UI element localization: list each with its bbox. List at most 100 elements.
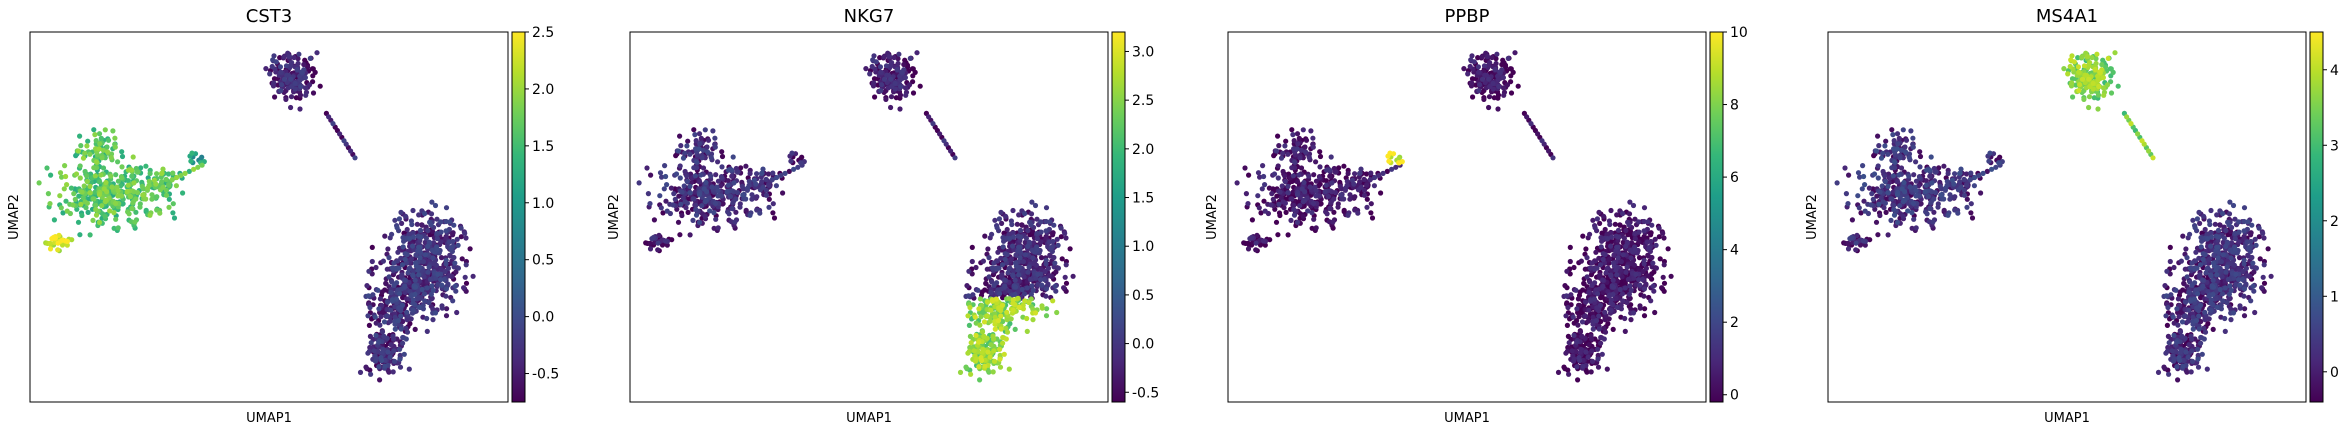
data-point xyxy=(1577,357,1583,364)
data-point xyxy=(971,348,977,354)
data-point xyxy=(64,182,70,188)
data-point xyxy=(782,170,788,176)
data-point xyxy=(965,293,972,299)
data-point xyxy=(1290,173,1296,179)
data-point xyxy=(1234,180,1240,186)
data-point xyxy=(867,71,873,77)
data-point xyxy=(288,62,294,68)
data-point xyxy=(684,178,690,185)
data-point xyxy=(104,144,110,150)
data-point xyxy=(977,296,984,302)
data-point xyxy=(1273,219,1280,225)
data-point xyxy=(647,201,653,207)
data-point xyxy=(2210,326,2216,332)
data-point xyxy=(662,163,668,169)
data-point xyxy=(390,333,396,339)
data-point xyxy=(1004,329,1011,335)
data-point xyxy=(773,183,780,189)
data-point xyxy=(409,221,415,228)
data-point xyxy=(1363,171,1370,177)
data-point xyxy=(434,216,440,222)
data-point xyxy=(988,289,994,296)
data-point xyxy=(417,234,423,240)
data-point xyxy=(1283,209,1289,215)
data-point xyxy=(1016,272,1022,278)
data-point xyxy=(881,76,888,82)
data-point xyxy=(83,205,89,211)
data-point xyxy=(1047,219,1053,225)
data-point xyxy=(715,188,721,194)
data-point xyxy=(751,177,758,183)
data-point xyxy=(894,66,900,73)
data-point xyxy=(798,160,804,166)
data-point xyxy=(1568,292,1574,298)
colorbar-tick-label: 3.0 xyxy=(1132,44,1154,60)
data-point xyxy=(985,246,991,252)
data-point xyxy=(119,201,126,207)
data-point xyxy=(757,210,763,216)
data-point xyxy=(903,92,909,98)
data-point xyxy=(1389,166,1395,172)
data-point xyxy=(693,212,700,218)
data-point xyxy=(143,207,149,213)
data-point xyxy=(684,200,691,206)
data-point xyxy=(1615,227,1622,233)
data-point xyxy=(435,281,441,288)
data-point xyxy=(1585,318,1591,324)
data-point xyxy=(387,354,393,360)
data-point xyxy=(988,342,994,348)
data-point xyxy=(710,128,716,134)
data-point xyxy=(382,233,388,239)
data-point xyxy=(391,260,397,266)
data-point xyxy=(1015,295,1021,301)
data-point xyxy=(173,183,179,189)
data-point xyxy=(1623,243,1629,249)
data-point xyxy=(1608,243,1614,249)
data-point xyxy=(1486,76,1492,82)
data-point xyxy=(712,144,718,150)
data-point xyxy=(365,293,372,299)
data-point xyxy=(1505,55,1511,62)
data-point xyxy=(998,209,1004,215)
data-point xyxy=(80,195,86,201)
data-point xyxy=(1575,296,1581,302)
data-point xyxy=(60,210,66,216)
data-point xyxy=(703,179,709,186)
data-point xyxy=(715,225,721,231)
data-point xyxy=(791,166,797,172)
data-point xyxy=(1291,206,1297,213)
data-point xyxy=(1601,213,1607,219)
data-point xyxy=(389,231,395,237)
colorbar xyxy=(1709,31,1724,403)
data-point xyxy=(1641,257,1647,263)
data-point xyxy=(1883,209,1889,215)
data-point xyxy=(1665,246,1671,252)
data-point xyxy=(96,131,103,137)
data-point xyxy=(1010,243,1016,249)
data-point xyxy=(677,232,683,238)
data-point xyxy=(64,242,70,248)
data-point xyxy=(684,143,690,149)
data-point xyxy=(1063,280,1070,286)
data-point xyxy=(1656,225,1662,231)
data-point xyxy=(663,173,669,180)
data-point xyxy=(75,148,82,154)
data-point xyxy=(1648,298,1654,304)
data-point xyxy=(696,191,703,198)
data-point xyxy=(1002,277,1008,283)
plot-frame xyxy=(629,31,1109,403)
data-point xyxy=(987,354,993,360)
data-point xyxy=(707,208,713,214)
data-point xyxy=(1598,340,1604,346)
data-point xyxy=(990,369,996,375)
data-point xyxy=(1273,148,1280,154)
data-point xyxy=(398,209,404,215)
data-point xyxy=(82,150,88,156)
data-point xyxy=(883,63,890,69)
data-point xyxy=(395,318,402,324)
data-point xyxy=(952,155,958,161)
data-point xyxy=(1297,155,1303,161)
data-point xyxy=(1565,304,1571,311)
data-point xyxy=(97,179,103,185)
data-point xyxy=(651,217,658,223)
